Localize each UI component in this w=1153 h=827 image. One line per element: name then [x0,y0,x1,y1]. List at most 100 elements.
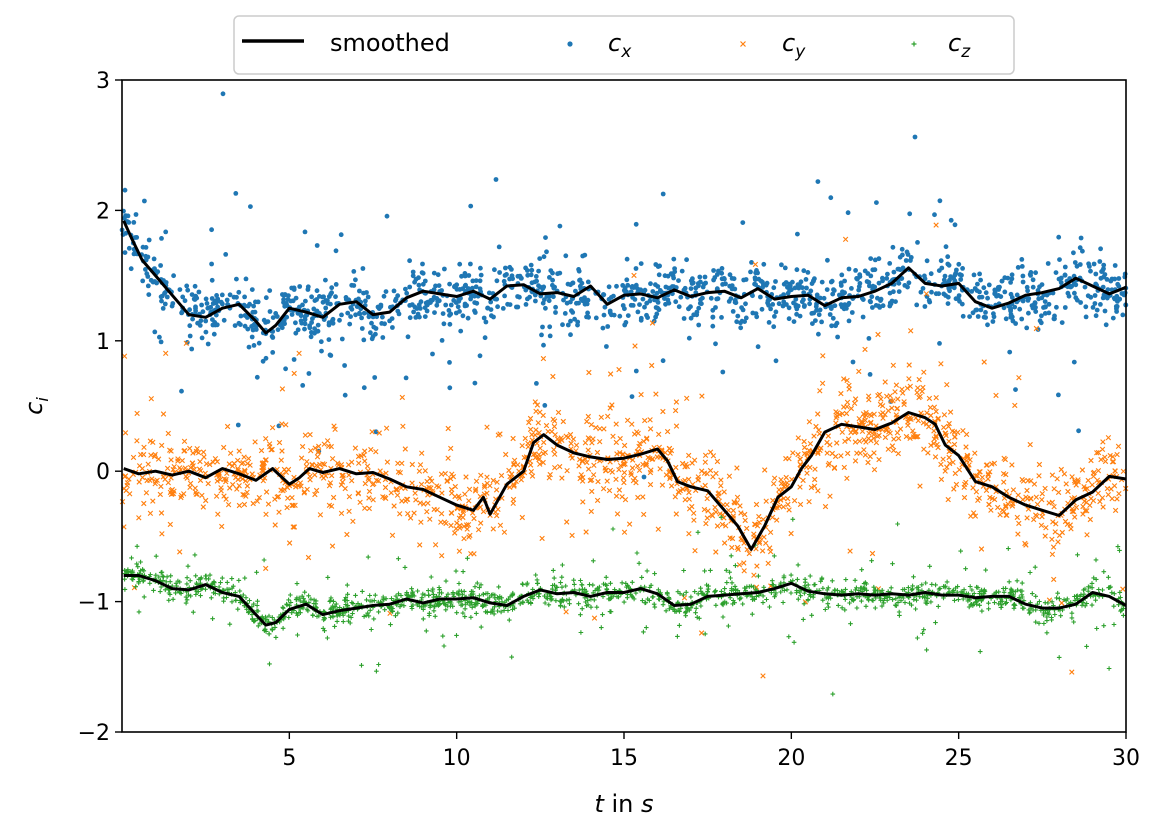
data-point [945,254,951,260]
data-point [594,497,601,504]
data-point [636,561,642,566]
data-point [366,505,372,512]
data-point [152,451,158,458]
data-point [537,445,543,451]
data-point [1008,312,1014,317]
data-point [1054,304,1059,310]
data-point [692,589,697,594]
data-point [1058,275,1064,281]
data-point [563,609,569,615]
data-point [308,448,314,454]
data-point [805,597,811,603]
data-point [291,357,297,362]
data-point [133,584,138,589]
data-point [292,502,298,508]
data-point [830,578,835,584]
data-point [826,604,831,610]
data-point [933,395,939,401]
data-point [159,236,164,241]
data-point [1043,304,1048,310]
data-point [528,600,533,605]
data-point [564,519,570,525]
data-point [983,487,990,494]
data-point [300,383,306,388]
data-point [136,579,141,584]
data-point [692,548,698,554]
data-point [368,330,373,336]
data-point [178,492,185,499]
data-point [756,573,761,579]
data-point [985,472,992,478]
data-point [1027,570,1033,575]
data-point [364,463,371,469]
data-point [1033,494,1039,500]
data-point [323,277,328,283]
data-point [624,277,630,283]
data-point [398,593,404,598]
data-point [1055,590,1060,596]
data-point [491,611,497,617]
data-point [163,280,169,285]
data-point [979,608,985,614]
data-point [683,590,689,595]
data-point [443,578,449,584]
data-point [915,418,921,424]
data-point [865,595,870,601]
data-point [719,266,725,271]
data-point [798,279,804,285]
data-point [288,592,293,598]
data-point [230,481,236,488]
data-point [1062,264,1068,270]
data-point [622,497,629,503]
data-point [705,508,711,514]
data-point [861,581,867,586]
data-point [445,455,451,461]
data-point [1013,387,1018,392]
data-point [752,281,757,287]
data-point [542,593,547,599]
data-point [948,274,953,279]
data-point [220,575,225,581]
data-point [1039,313,1044,319]
data-point [854,450,860,456]
data-point [552,451,558,457]
data-point [1093,281,1099,287]
data-point [624,256,630,262]
data-point [840,291,846,297]
data-point [293,320,298,326]
data-point [1010,487,1017,493]
data-point [1028,273,1033,278]
data-point [1115,443,1122,449]
data-point [776,301,782,307]
data-point [448,486,455,493]
data-point [702,274,708,280]
data-point [603,467,609,473]
data-point [907,600,912,606]
data-point [910,583,915,589]
data-point [345,462,352,468]
data-point [349,478,355,484]
data-point [608,581,613,586]
data-point [871,584,877,590]
data-point [863,409,869,416]
data-point [926,424,932,430]
data-point [122,187,128,193]
data-point [563,583,568,589]
data-point [321,294,326,300]
data-point [156,574,162,580]
data-point [219,292,225,298]
data-point [329,456,336,462]
data-point [849,286,854,291]
data-point [720,614,726,620]
data-point [1120,586,1126,592]
data-point [191,466,197,473]
data-point [719,521,726,528]
data-point [739,305,744,310]
data-point [269,425,276,431]
data-point [184,597,190,603]
data-point [460,602,465,608]
data-point [845,210,851,216]
data-point [643,436,650,442]
data-point [362,505,368,511]
data-point [312,491,318,498]
